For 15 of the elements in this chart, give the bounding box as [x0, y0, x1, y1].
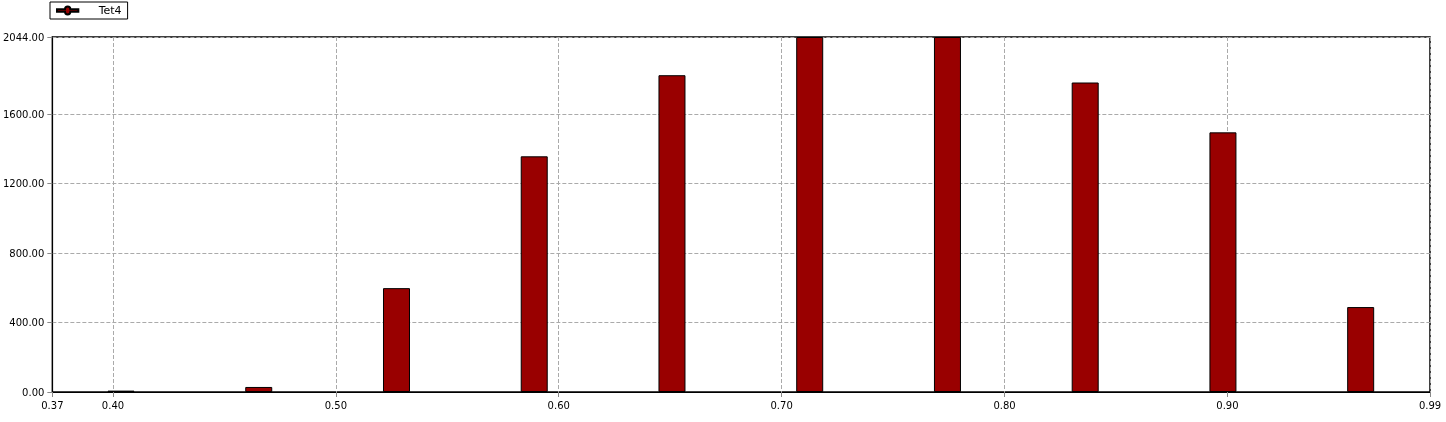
x-tick-label: 0.50: [324, 399, 347, 411]
x-tick-label: 0.60: [547, 399, 570, 411]
x-tick-label: 0.40: [101, 399, 125, 411]
y-tick-label: 800.00: [9, 247, 45, 259]
x-tick-label: 0.37: [41, 399, 64, 411]
y-tick-label: 1200.00: [2, 178, 45, 190]
x-tick-label: 0.99: [1418, 399, 1442, 411]
y-tick-label: 1600.00: [2, 108, 45, 120]
x-tick-label: 0.80: [993, 399, 1016, 411]
x-tick-label: 0.70: [770, 399, 793, 411]
y-tick-label: 400.00: [9, 317, 45, 329]
legend-label: Tet4: [97, 4, 122, 17]
y-tick-label: 2044.00: [2, 31, 45, 43]
y-tick-label: 0.00: [22, 386, 45, 398]
x-tick-label: 0.90: [1216, 399, 1239, 411]
